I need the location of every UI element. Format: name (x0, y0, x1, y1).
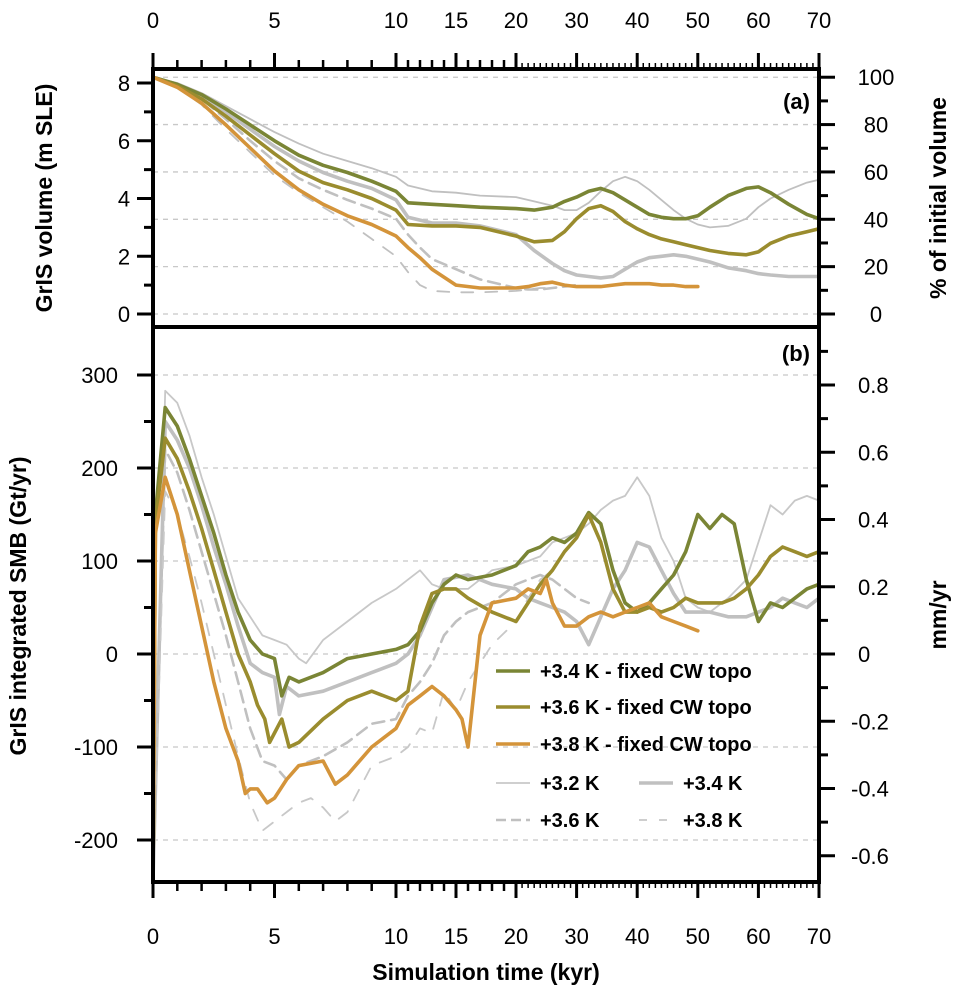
y-tick-label-a-left: 0 (118, 302, 130, 327)
series-line-b--3-8-k-fixed-cw-topo (151, 475, 700, 882)
series-line-a--3-4-k (151, 75, 821, 280)
panel-a-label: (a) (783, 89, 810, 114)
y-tick-label-a-right: 60 (864, 160, 888, 185)
y-tick-label-b-right: 0.2 (858, 575, 889, 600)
x-tick-label-bottom: 60 (746, 924, 770, 949)
x-tick-label-bottom: 40 (625, 924, 649, 949)
x-tick-label-top: 15 (444, 8, 468, 33)
axes (137, 53, 835, 898)
x-tick-label-bottom: 70 (807, 924, 831, 949)
panel-b-frame (151, 325, 821, 884)
y-tick-label-a-right: 0 (870, 302, 882, 327)
x-tick-label-bottom: 10 (384, 924, 408, 949)
series-line-b--3-8-k (152, 490, 554, 881)
legend-label: +3.4 K (683, 773, 743, 795)
y-tick-label-a-right: 40 (864, 207, 888, 232)
y-tick-label-a-right: 80 (864, 113, 888, 138)
x-axis-title: Simulation time (kyr) (372, 959, 599, 985)
x-tick-label-top: 5 (268, 8, 280, 33)
x-tick-label-top: 0 (147, 8, 159, 33)
x-tick-label-bottom: 0 (147, 924, 159, 949)
x-tick-label-top: 30 (564, 8, 588, 33)
x-tick-label-top: 70 (807, 8, 831, 33)
x-tick-label-bottom: 20 (504, 924, 528, 949)
y-tick-label-a-left: 6 (118, 129, 130, 154)
x-tick-label-bottom: 5 (268, 924, 280, 949)
series-lines (151, 75, 821, 882)
y-tick-label-b-left: 0 (106, 642, 118, 667)
x-tick-label-top: 40 (625, 8, 649, 33)
y-tick-label-b-right: 0.8 (858, 373, 889, 398)
y-tick-label-b-left: 200 (81, 456, 118, 481)
y-tick-label-a-left: 2 (118, 244, 130, 269)
y-tick-label-b-right: -0.2 (851, 709, 889, 734)
x-tick-label-bottom: 30 (564, 924, 588, 949)
y-tick-label-a-left: 8 (118, 71, 130, 96)
x-tick-label-top: 20 (504, 8, 528, 33)
y-tick-label-b-right: -0.6 (851, 844, 889, 869)
series-line-a--3-8-k-fixed-cw-topo (151, 75, 700, 290)
tick-labels: 0055101015152020303040405050606070700246… (74, 8, 894, 949)
legend-label: +3.4 K - fixed CW topo (540, 661, 752, 683)
series-line-b--3-6-k (151, 448, 591, 882)
y-tick-label-a-right: 20 (864, 255, 888, 280)
y-tick-label-b-left: 300 (81, 363, 118, 388)
x-tick-label-top: 50 (686, 8, 710, 33)
panel-b-label: (b) (782, 341, 810, 366)
legend-label: +3.6 K - fixed CW topo (540, 697, 752, 719)
series-line-b--3-4-k (151, 419, 821, 882)
y-tick-label-b-left: 100 (81, 549, 118, 574)
panel-b-y-axis-title: GrIS integrated SMB (Gt/yr) (5, 456, 31, 755)
y-tick-label-a-right: 100 (858, 65, 895, 90)
y-tick-label-b-right: 0.4 (858, 508, 889, 533)
series-line-b--3-4-k-fixed-cw-topo (151, 405, 821, 882)
panel-a-right-y-axis-title: % of initial volume (925, 97, 951, 299)
series-line-a--3-8-k (152, 76, 554, 294)
legend-label: +3.2 K (540, 773, 600, 795)
legend-label: +3.8 K (683, 810, 743, 832)
x-tick-label-bottom: 15 (444, 924, 468, 949)
series-line-b--3-2-k (152, 389, 820, 881)
x-tick-label-top: 10 (384, 8, 408, 33)
y-tick-label-a-left: 4 (118, 187, 130, 212)
y-tick-label-b-left: -200 (74, 828, 118, 853)
panel-b-right-y-axis-title: mm/yr (925, 580, 951, 649)
legend: +3.4 K - fixed CW topo +3.6 K - fixed CW … (496, 661, 752, 832)
x-tick-label-bottom: 50 (686, 924, 710, 949)
x-tick-label-top: 60 (746, 8, 770, 33)
series-line-a--3-4-k-fixed-cw-topo (151, 75, 821, 221)
y-tick-label-b-left: -100 (74, 735, 118, 760)
y-tick-label-b-right: 0 (858, 642, 870, 667)
legend-label: +3.6 K (540, 810, 600, 832)
legend-label: +3.8 K - fixed CW topo (540, 734, 752, 756)
panel-a-y-axis-title: GrIS volume (m SLE) (31, 84, 57, 313)
y-tick-label-b-right: 0.6 (858, 440, 889, 465)
series-line-b--3-6-k-fixed-cw-topo (151, 436, 821, 882)
series-line-a--3-6-k-fixed-cw-topo (151, 75, 821, 257)
y-tick-label-b-right: -0.4 (851, 777, 889, 802)
series-line-a--3-2-k (152, 76, 820, 229)
gridlines (153, 76, 819, 841)
